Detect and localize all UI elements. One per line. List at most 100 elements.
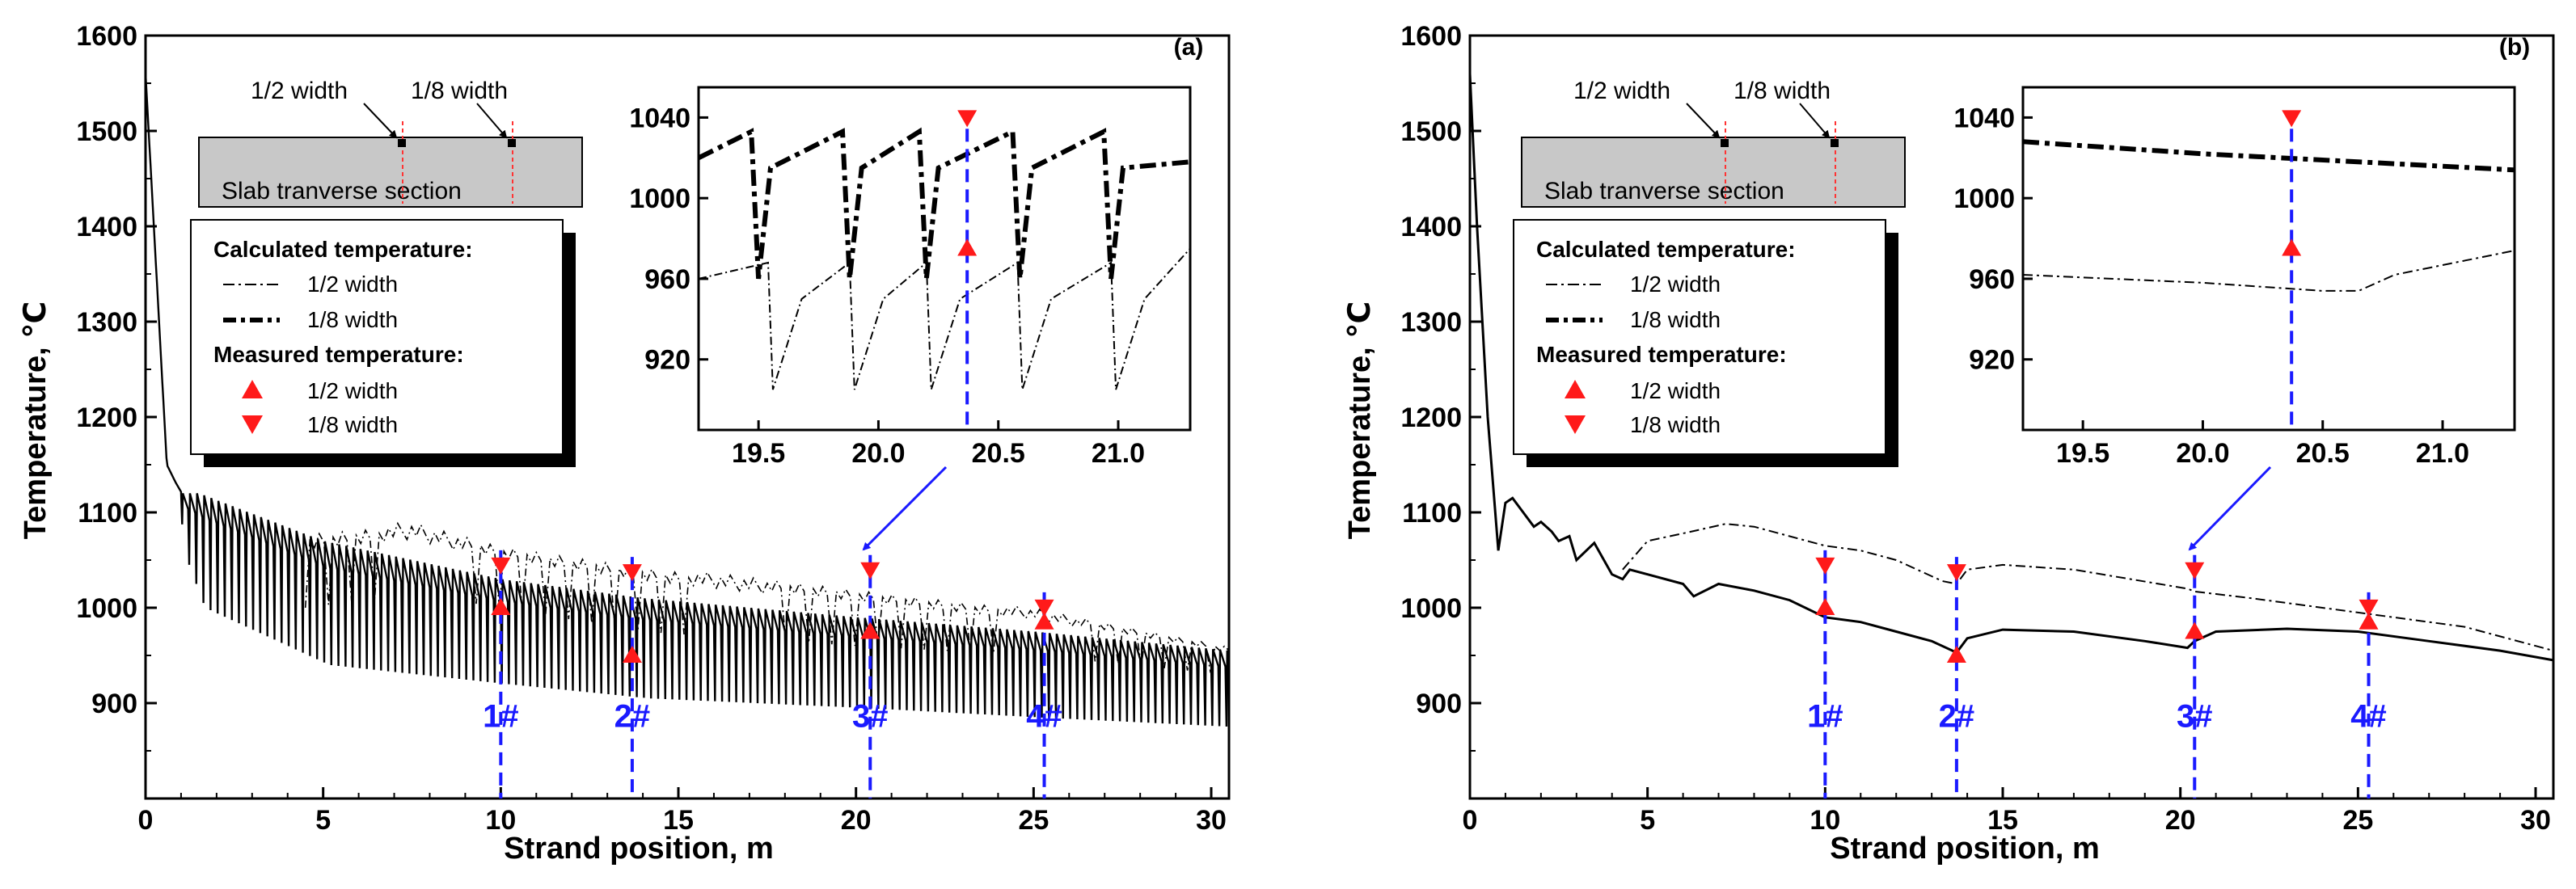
panel-a: (a) Strand position, m Temperature, ℃ Sl…	[19, 34, 1203, 866]
x-tick-label-b: 15	[1987, 805, 2018, 836]
inset-x-tick-label-b: 21.0	[2416, 438, 2469, 469]
y-tick-label-b: 1500	[1400, 116, 1462, 147]
x-tick-label-b: 30	[2520, 805, 2551, 836]
measured-eighth-b	[2359, 599, 2379, 617]
x-tick-label-b: 25	[2342, 805, 2373, 836]
slab-arrow-half-b	[1686, 103, 1721, 139]
slab-point-eighth-a	[508, 139, 516, 147]
slab-label-half-a: 1/2 width	[251, 78, 348, 104]
measured-half-b	[1815, 598, 1835, 615]
legend-calc-title-a: Calculated temperature:	[213, 237, 473, 262]
chart-marks: 0 5 10 15 20 25 30 900 1000 1100 1200 1300 1400 1500 1…	[76, 21, 2555, 836]
x-tick-label-a: 10	[485, 805, 516, 836]
measured-eighth-b	[1946, 564, 1966, 582]
measured-half-a	[622, 646, 642, 663]
inset-measured-half-b	[2282, 238, 2302, 256]
x-tick-label-b: 5	[1640, 805, 1655, 836]
inset-measured-half-a	[957, 238, 978, 256]
measured-half-a	[860, 621, 880, 639]
panel-b: (b) Strand position, m Temperature, ℃ Sl…	[1343, 34, 2530, 866]
inset-callout-arrow-b	[2188, 466, 2272, 551]
series-group-b	[1470, 74, 2553, 662]
legend-half-meas-label-a: 1/2 width	[307, 378, 398, 403]
y-tick-label-b: 1200	[1400, 402, 1462, 433]
inset-y-tick-label-a: 960	[644, 264, 690, 295]
series-half-width-b	[1622, 523, 2553, 652]
inset-frame-a	[697, 86, 1192, 432]
y-tick-label-b: 1000	[1400, 593, 1462, 624]
inset-x-tick-label-a: 19.5	[732, 438, 785, 469]
plot-b: 0 5 10 15 20 25 30 900 1000 1100 1200 1300 1400 1500 1…	[1400, 21, 2555, 836]
inset-series-group-a	[699, 127, 1190, 390]
y-tick-label-a: 900	[91, 689, 137, 719]
slab-point-eighth-b	[1831, 139, 1839, 147]
measured-eighth-a	[1034, 599, 1054, 617]
inset-y-tick-label-b: 920	[1969, 345, 2015, 376]
measured-eighth-a	[622, 564, 642, 582]
inset-callout-arrow-a	[862, 466, 948, 551]
series-eighth-width-a	[146, 74, 1229, 727]
x-tick-label-b: 20	[2165, 805, 2196, 836]
y-tick-label-a: 1000	[76, 593, 137, 624]
slab-label-eighth-a: 1/8 width	[411, 78, 508, 104]
slab-point-half-b	[1721, 139, 1729, 147]
position-label-b: 4#	[2350, 699, 2387, 735]
x-tick-label-b: 10	[1810, 805, 1840, 836]
inset-a: 19.5 20.0 20.5 21.0 920 960 1000 1040	[629, 86, 1192, 469]
legend-a: Calculated temperature: 1/2 width 1/8 wi…	[190, 219, 576, 467]
x-tick-label-a: 25	[1018, 805, 1049, 836]
inset-half-width-b	[2023, 250, 2515, 292]
slab-rect-b	[1521, 137, 1906, 208]
slab-section-a: Slab tranverse section 1/2 width 1/8 wid…	[198, 78, 583, 208]
inset-b: 19.5 20.0 20.5 21.0 920 960 1000 1040	[1953, 86, 2516, 469]
measured-half-a	[491, 598, 511, 615]
legend-box-a	[190, 219, 564, 455]
inset-x-tick-label-a: 20.5	[972, 438, 1025, 469]
y-tick-label-b: 1600	[1400, 21, 1462, 52]
inset-y-tick-label-a: 920	[644, 345, 690, 376]
measured-eighth-a	[860, 562, 880, 579]
y-tick-label-b: 900	[1416, 689, 1462, 719]
panel-label-a: (a)	[1174, 34, 1204, 61]
inset-y-tick-label-a: 1040	[629, 103, 690, 133]
inset-measured-eighth-a	[957, 110, 978, 128]
measured-half-b	[1946, 646, 1966, 663]
slab-label-half-b: 1/2 width	[1573, 78, 1670, 104]
legend-meas-title-b: Measured temperature:	[1536, 342, 1787, 367]
y-tick-label-b: 1400	[1400, 212, 1462, 242]
y-tick-label-b: 1100	[1402, 498, 1462, 529]
legend-half-label-b: 1/2 width	[1630, 272, 1721, 297]
y-axis-label-a: Temperature, ℃	[19, 301, 53, 540]
legend-half-marker-a	[242, 380, 263, 398]
inset-y-tick-label-b: 1000	[1953, 183, 2015, 214]
series-half-width-a	[304, 521, 1229, 673]
slab-arrow-eighth-b	[1799, 103, 1831, 139]
panel-label-b: (b)	[2499, 34, 2530, 61]
measured-half-b	[2359, 612, 2379, 630]
slab-section-b: Slab tranverse section 1/2 width 1/8 wid…	[1521, 78, 1906, 208]
legend-box-b	[1513, 219, 1886, 455]
y-tick-label-a: 1500	[76, 116, 137, 147]
measured-eighth-b	[2185, 562, 2205, 579]
inset-x-tick-label-b: 20.0	[2176, 438, 2229, 469]
inset-y-tick-label-b: 1040	[1953, 103, 2015, 133]
legend-meas-title-a: Measured temperature:	[213, 342, 464, 367]
measured-eighth-b	[1815, 557, 1835, 575]
position-label-a: 4#	[1026, 699, 1062, 735]
legend-eighth-marker-a	[242, 415, 263, 434]
position-label-a: 2#	[614, 699, 651, 735]
inset-eighth-width-b	[2023, 139, 2515, 173]
inset-series-group-b	[2023, 139, 2515, 292]
x-axis-label-a: Strand position, m	[504, 832, 774, 866]
position-label-b: 1#	[1807, 699, 1843, 735]
series-group-a	[146, 74, 1229, 727]
inset-measured-eighth-b	[2282, 110, 2302, 128]
inset-y-tick-label-b: 960	[1969, 264, 2015, 295]
x-tick-label-a: 15	[663, 805, 694, 836]
x-tick-label-a: 20	[841, 805, 872, 836]
x-tick-label-a: 0	[138, 805, 154, 836]
slab-title-b: Slab tranverse section	[1544, 178, 1784, 204]
slab-rect-a	[198, 137, 583, 208]
position-label-b: 3#	[2177, 699, 2213, 735]
